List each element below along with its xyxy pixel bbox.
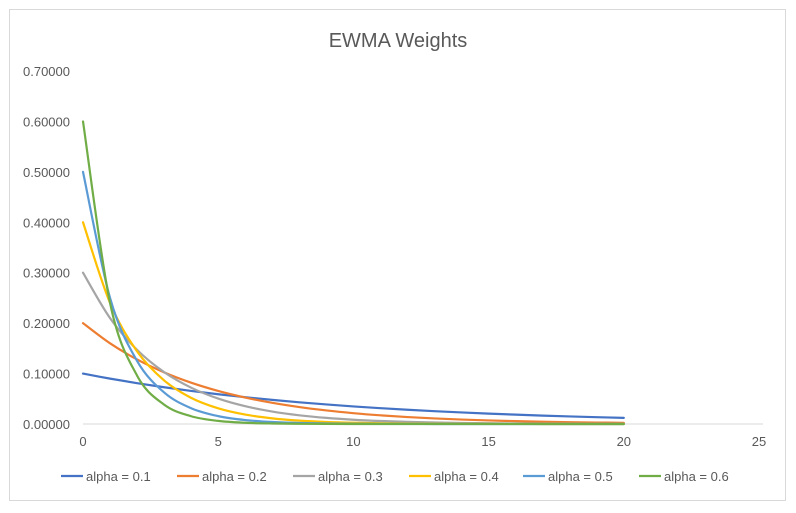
chart-frame	[9, 9, 786, 501]
x-tick-label: 0	[79, 434, 86, 449]
legend-label: alpha = 0.6	[664, 469, 729, 484]
legend-label: alpha = 0.3	[318, 469, 383, 484]
legend-item: alpha = 0.5	[523, 469, 613, 484]
legend-label: alpha = 0.1	[86, 469, 151, 484]
legend-label: alpha = 0.4	[434, 469, 499, 484]
series-line-1	[81, 372, 625, 419]
series-line-6	[81, 120, 625, 426]
legend-label: alpha = 0.2	[202, 469, 267, 484]
legend-item: alpha = 0.1	[61, 469, 151, 484]
series-line-2	[81, 322, 625, 424]
legend-item: alpha = 0.4	[409, 469, 499, 484]
chart-title: EWMA Weights	[329, 30, 468, 52]
x-tick-label: 15	[481, 434, 495, 449]
legend-item: alpha = 0.6	[639, 469, 729, 484]
legend-item: alpha = 0.3	[293, 469, 383, 484]
y-tick-label: 0.20000	[23, 316, 70, 331]
x-tick-label: 20	[617, 434, 631, 449]
y-tick-label: 0.30000	[23, 266, 70, 281]
y-tick-label: 0.50000	[23, 165, 70, 180]
x-tick-label: 5	[215, 434, 222, 449]
y-tick-label: 0.40000	[23, 215, 70, 230]
legend-label: alpha = 0.5	[548, 469, 613, 484]
y-tick-label: 0.70000	[23, 64, 70, 79]
y-tick-label: 0.60000	[23, 114, 70, 129]
y-tick-label: 0.00000	[23, 417, 70, 432]
x-tick-label: 10	[346, 434, 360, 449]
legend-item: alpha = 0.2	[177, 469, 267, 484]
y-tick-label: 0.10000	[23, 367, 70, 382]
x-tick-label: 25	[752, 434, 766, 449]
series-line-3	[81, 271, 625, 425]
